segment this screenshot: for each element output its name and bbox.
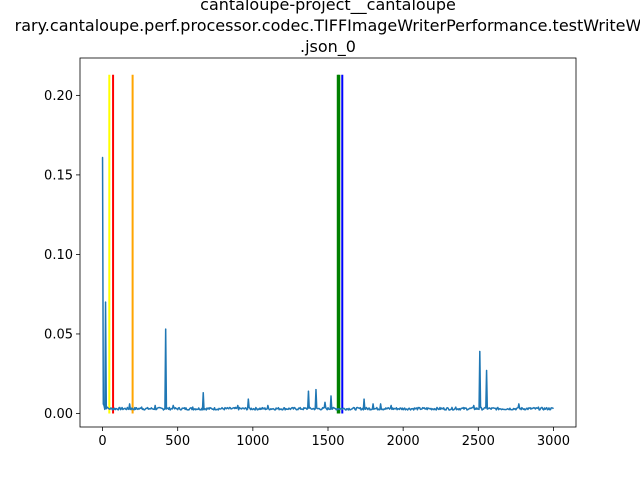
y-tick-label-3: 0.15	[44, 168, 73, 183]
data-point-0-4	[106, 406, 108, 408]
data-point-0-25	[479, 350, 481, 353]
chart-title-line-2: rary.cantaloupe.perf.processor.codec.TIF…	[15, 16, 640, 35]
x-tick-label-0: 0	[98, 434, 106, 449]
plot-area: 0 500 1000 1500 2000 2500 3000 0.00 0.05 0.10 0.15…	[44, 57, 577, 449]
x-tick-label-2: 1000	[236, 434, 269, 449]
data-point-0-3	[104, 301, 107, 303]
data-point-0-5	[129, 403, 131, 405]
data-point-0-20	[372, 403, 374, 405]
data-point-0-27	[518, 403, 520, 405]
data-point-0-17	[324, 401, 326, 403]
data-point-0-13	[247, 398, 249, 400]
x-tick-label-6: 3000	[537, 434, 570, 449]
x-tick-label-1: 500	[165, 434, 190, 449]
data-point-0-28	[537, 406, 540, 408]
x-tick-label-5: 2500	[462, 434, 495, 449]
data-point-0-21	[380, 403, 382, 405]
data-point-0-18	[330, 395, 332, 397]
y-tick-label-4: 0.20	[44, 89, 73, 104]
data-point-0-9	[172, 404, 174, 407]
data-point-0-10	[192, 406, 194, 408]
x-tick-label-3: 1500	[311, 434, 344, 449]
data-point-0-1	[102, 403, 104, 405]
y-tick-label-2: 0.10	[44, 248, 73, 263]
data-point-0-19	[363, 398, 365, 400]
x-tick-label-4: 2000	[387, 434, 420, 449]
data-point-0-11	[202, 392, 204, 394]
data-point-0-6	[141, 406, 143, 408]
data-point-0-2	[103, 404, 105, 407]
series-line-0	[101, 157, 555, 411]
data-point-0-26	[485, 369, 488, 372]
y-tick-label-1: 0.05	[44, 327, 73, 342]
data-point-0-24	[473, 404, 475, 407]
data-point-0-16	[315, 389, 317, 391]
data-point-0-7	[154, 404, 156, 407]
y-tick-label-0: 0.00	[44, 407, 73, 422]
data-point-0-0	[101, 156, 104, 159]
data-point-0-22	[390, 404, 392, 407]
data-point-0-23	[455, 406, 457, 408]
data-point-0-14	[267, 404, 269, 407]
chart-title-line-3: .json_0	[300, 37, 356, 57]
data-point-0-12	[237, 404, 239, 407]
chart-title-line-1: cantaloupe-project__cantaloupe	[200, 0, 456, 15]
data-point-0-15	[307, 390, 310, 392]
data-point-0-8	[165, 328, 167, 330]
